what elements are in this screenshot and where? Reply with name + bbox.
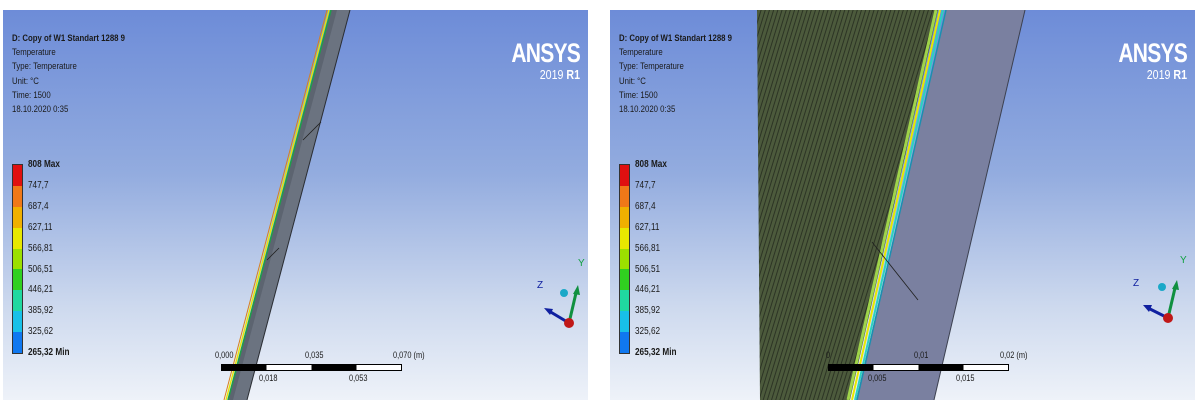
viewport-left[interactable]: D: Copy of W1 Standart 1288 9 Temperatur… [3,10,588,400]
legend-label: 747,7 [28,180,49,191]
axis-label-y: Y [1180,255,1187,266]
scale-tick-label: 0,02 (m) [1000,350,1028,360]
legend-label: 687,4 [635,201,656,212]
legend-swatch [13,248,22,270]
legend-swatch [620,165,629,186]
legend-swatch [620,206,629,228]
scale-tick-label: 0,035 [305,350,324,360]
legend-color-bar [619,164,630,354]
model-geometry[interactable] [3,10,588,400]
legend-swatch [13,185,22,207]
legend-label: 385,92 [28,305,54,316]
legend-max-label: 808 Max [635,159,667,170]
axis-label-z: Z [537,280,544,291]
legend-label: 325,62 [635,326,661,337]
legend-swatch [13,332,22,354]
legend-label: 747,7 [635,180,656,191]
legend-swatch [13,227,22,249]
legend-label: 627,11 [635,222,660,233]
viewport-right[interactable]: D: Copy of W1 Standart 1288 9 Temperatur… [610,10,1195,400]
scale-tick-label: 0,005 [868,373,887,383]
legend-min-label: 265,32 Min [635,347,677,358]
legend-min-label: 265,32 Min [28,347,70,358]
legend-label: 385,92 [635,305,661,316]
scale-tick-label: 0,070 (m) [393,350,425,360]
ansys-logo: ANSYS 2019 R1 [492,38,580,83]
legend-color-bar [12,164,23,354]
result-info: D: Copy of W1 Standart 1288 9 Temperatur… [12,32,125,117]
legend-label: 325,62 [28,326,54,337]
scale-tick-label: 0 [826,350,831,360]
axis-label-y: Y [578,258,585,269]
ansys-version: 2019 R1 [539,67,580,82]
legend-swatch [620,248,629,270]
legend-label: 687,4 [28,201,49,212]
legend-label: 627,11 [28,222,53,233]
scale-tick-label: 0,01 [914,350,929,360]
legend-label: 506,51 [28,264,54,275]
axis-triad[interactable] [1132,268,1194,334]
legend-swatch [13,290,22,312]
result-title: D: Copy of W1 Standart 1288 9 [12,33,125,44]
legend-max-label: 808 Max [28,159,60,170]
result-type: Type: Temperature [12,61,77,73]
legend-label: 446,21 [28,284,54,295]
scale-tick-label: 0,053 [349,373,368,383]
legend-label: 446,21 [635,284,661,295]
scale-tick-label: 0,000 [215,350,234,360]
result-name: Temperature [619,47,663,59]
scale-tick-label: 0,018 [259,373,278,383]
legend-swatch [620,311,629,333]
ansys-brand: ANSYS [1118,38,1187,68]
ansys-version: 2019 R1 [1146,67,1187,82]
legend-swatch [620,332,629,354]
result-unit: Unit: °C [12,75,39,87]
result-info: D: Copy of W1 Standart 1288 9 Temperatur… [619,32,732,117]
result-time: Time: 1500 [12,89,51,101]
ansys-logo: ANSYS 2019 R1 [1099,38,1187,83]
ansys-brand: ANSYS [511,38,580,68]
axis-triad[interactable] [533,272,588,336]
legend-swatch [13,311,22,333]
legend-swatch [620,227,629,249]
legend-label: 506,51 [635,264,661,275]
result-name: Temperature [12,47,56,59]
result-type: Type: Temperature [619,61,684,73]
legend-swatch [620,290,629,312]
axis-label-z: Z [1133,278,1140,289]
legend-swatch [13,206,22,228]
scale-tick-label: 0,015 [956,373,975,383]
model-geometry[interactable] [610,10,1195,400]
legend-swatch [620,185,629,207]
result-unit: Unit: °C [619,75,646,87]
result-date: 18.10.2020 0:35 [619,104,676,116]
legend-swatch [13,165,22,186]
result-date: 18.10.2020 0:35 [12,104,69,116]
legend-swatch [13,269,22,291]
result-title: D: Copy of W1 Standart 1288 9 [619,33,732,44]
legend-label: 566,81 [635,243,661,254]
legend-label: 566,81 [28,243,54,254]
legend-swatch [620,269,629,291]
result-time: Time: 1500 [619,89,658,101]
